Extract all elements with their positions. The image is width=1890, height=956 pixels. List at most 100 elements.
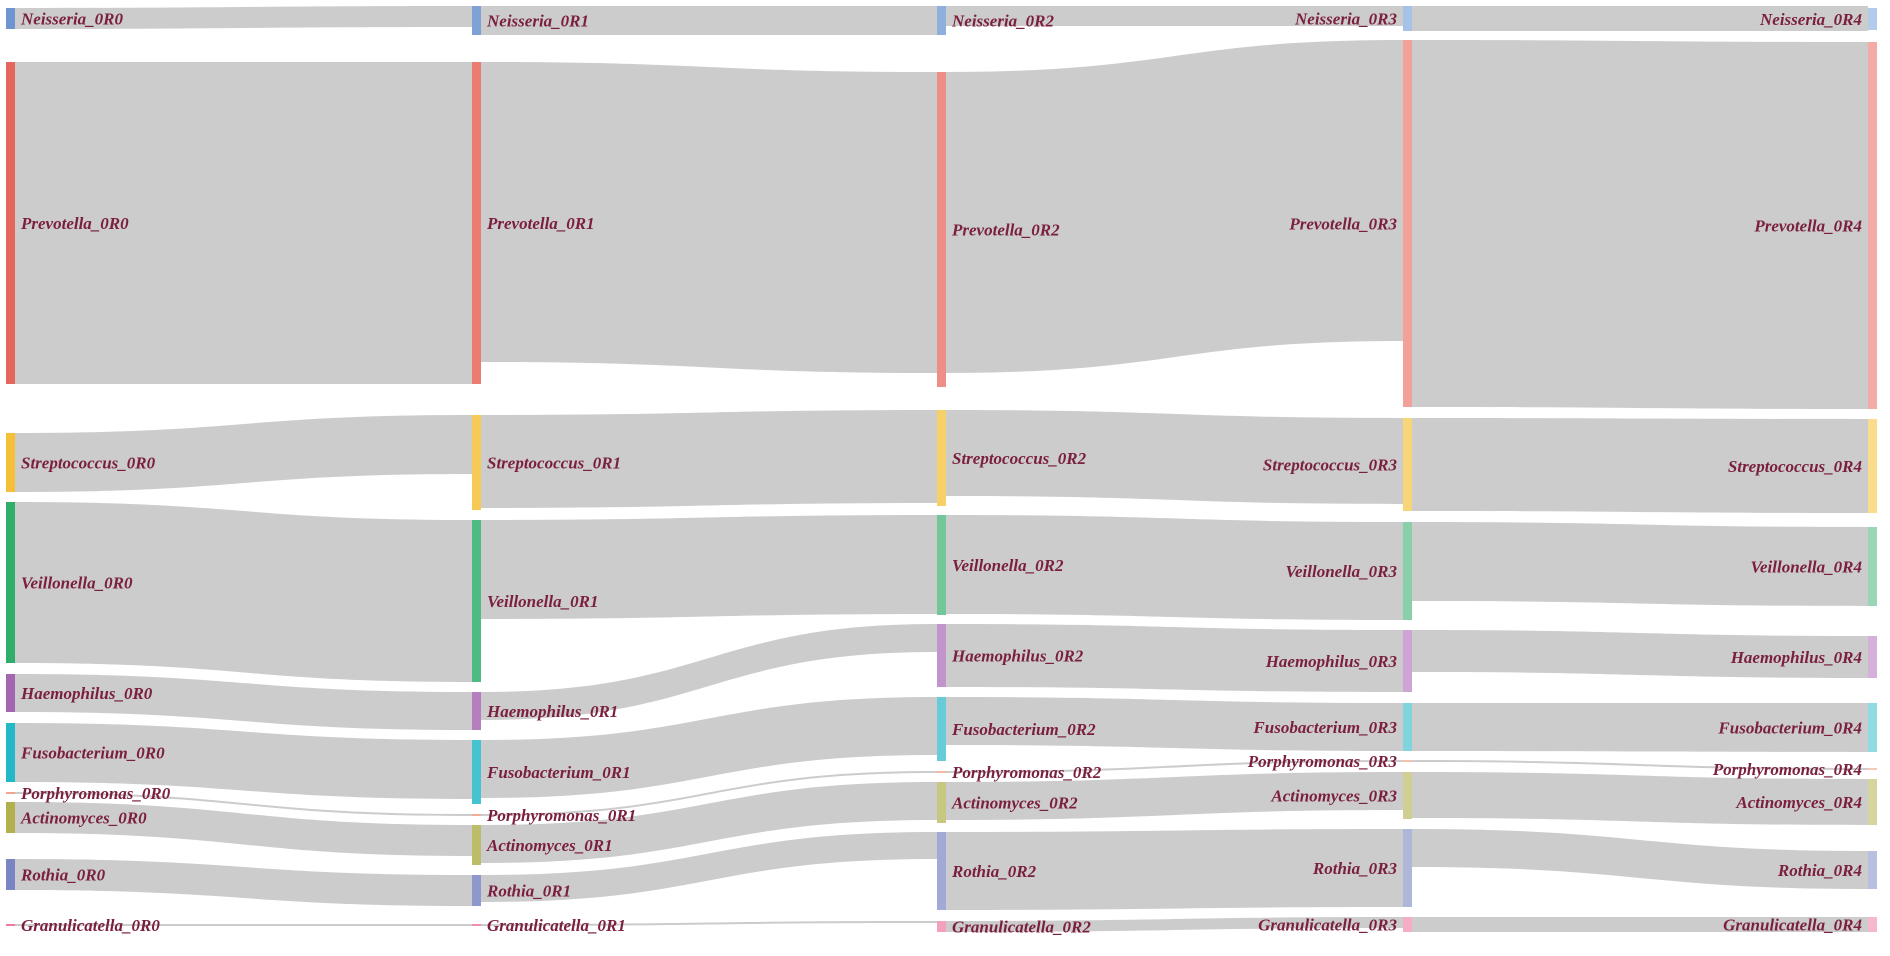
link-neisseria-0r0-to-neisseria-0r1[interactable] — [15, 6, 472, 29]
node-granulicatella-0r2[interactable] — [937, 921, 946, 932]
link-granulicatella-0r2-to-granulicatella-0r3[interactable] — [946, 917, 1403, 932]
node-porphyromonas-0r3[interactable] — [1403, 760, 1412, 762]
node-label-granulicatella-0r4: Granulicatella_0R4 — [1723, 916, 1862, 935]
node-rothia-0r0[interactable] — [6, 859, 15, 890]
link-veillonella-0r0-to-veillonella-0r1[interactable] — [15, 502, 472, 682]
node-veillonella-0r0[interactable] — [6, 502, 15, 663]
node-prevotella-0r1[interactable] — [472, 62, 481, 384]
link-rothia-0r0-to-rothia-0r1[interactable] — [15, 859, 472, 906]
link-haemophilus-0r1-to-haemophilus-0r2[interactable] — [481, 624, 937, 720]
link-haemophilus-0r3-to-haemophilus-0r4[interactable] — [1412, 630, 1868, 678]
link-fusobacterium-0r2-to-fusobacterium-0r3[interactable] — [946, 697, 1403, 751]
link-porphyromonas-0r2-to-porphyromonas-0r3[interactable] — [946, 760, 1403, 773]
node-label-prevotella-0r1: Prevotella_0R1 — [486, 214, 595, 233]
node-porphyromonas-0r2[interactable] — [937, 771, 946, 773]
node-label-prevotella-0r4: Prevotella_0R4 — [1753, 217, 1862, 236]
node-granulicatella-0r4[interactable] — [1868, 917, 1877, 932]
node-actinomyces-0r1[interactable] — [472, 825, 481, 865]
node-haemophilus-0r2[interactable] — [937, 624, 946, 687]
node-granulicatella-0r1[interactable] — [472, 924, 481, 926]
node-haemophilus-0r1[interactable] — [472, 692, 481, 730]
link-porphyromonas-0r3-to-porphyromonas-0r4[interactable] — [1412, 760, 1868, 770]
node-porphyromonas-0r4[interactable] — [1868, 768, 1877, 770]
link-haemophilus-0r2-to-haemophilus-0r3[interactable] — [946, 624, 1403, 692]
node-streptococcus-0r4[interactable] — [1868, 419, 1877, 513]
node-neisseria-0r4[interactable] — [1868, 8, 1877, 30]
link-fusobacterium-0r0-to-fusobacterium-0r1[interactable] — [15, 723, 472, 799]
node-haemophilus-0r0[interactable] — [6, 674, 15, 712]
link-granulicatella-0r1-to-granulicatella-0r2[interactable] — [481, 921, 937, 926]
node-prevotella-0r4[interactable] — [1868, 42, 1877, 409]
node-label-porphyromonas-0r1: Porphyromonas_0R1 — [486, 806, 636, 825]
link-rothia-0r3-to-rothia-0r4[interactable] — [1412, 829, 1868, 889]
link-haemophilus-0r0-to-haemophilus-0r1[interactable] — [15, 674, 472, 730]
node-streptococcus-0r1[interactable] — [472, 415, 481, 510]
node-neisseria-0r3[interactable] — [1403, 6, 1412, 31]
node-veillonella-0r1[interactable] — [472, 520, 481, 682]
node-porphyromonas-0r0[interactable] — [6, 792, 15, 794]
link-porphyromonas-0r1-to-porphyromonas-0r2[interactable] — [481, 771, 937, 816]
link-streptococcus-0r0-to-streptococcus-0r1[interactable] — [15, 415, 472, 492]
node-granulicatella-0r3[interactable] — [1403, 917, 1412, 932]
link-veillonella-0r1-to-veillonella-0r2[interactable] — [481, 515, 937, 619]
node-streptococcus-0r0[interactable] — [6, 433, 15, 492]
node-veillonella-0r3[interactable] — [1403, 522, 1412, 620]
link-granulicatella-0r3-to-granulicatella-0r4[interactable] — [1412, 917, 1868, 932]
node-haemophilus-0r3[interactable] — [1403, 630, 1412, 692]
node-fusobacterium-0r3[interactable] — [1403, 703, 1412, 751]
link-neisseria-0r1-to-neisseria-0r2[interactable] — [481, 6, 937, 35]
node-fusobacterium-0r0[interactable] — [6, 723, 15, 782]
node-label-actinomyces-0r3: Actinomyces_0R3 — [1270, 787, 1397, 806]
link-prevotella-0r3-to-prevotella-0r4[interactable] — [1412, 40, 1868, 409]
node-prevotella-0r3[interactable] — [1403, 40, 1412, 407]
node-actinomyces-0r0[interactable] — [6, 802, 15, 833]
node-veillonella-0r2[interactable] — [937, 515, 946, 615]
link-fusobacterium-0r3-to-fusobacterium-0r4[interactable] — [1412, 703, 1868, 752]
node-fusobacterium-0r1[interactable] — [472, 740, 481, 804]
node-label-granulicatella-0r2: Granulicatella_0R2 — [952, 918, 1091, 937]
link-streptococcus-0r2-to-streptococcus-0r3[interactable] — [946, 410, 1403, 504]
node-streptococcus-0r2[interactable] — [937, 410, 946, 506]
link-granulicatella-0r0-to-granulicatella-0r1[interactable] — [15, 924, 472, 926]
node-prevotella-0r0[interactable] — [6, 62, 15, 384]
link-porphyromonas-0r0-to-porphyromonas-0r1[interactable] — [15, 792, 472, 816]
node-actinomyces-0r4[interactable] — [1868, 779, 1877, 825]
node-actinomyces-0r3[interactable] — [1403, 772, 1412, 819]
link-actinomyces-0r0-to-actinomyces-0r1[interactable] — [15, 802, 472, 856]
node-label-veillonella-0r0: Veillonella_0R0 — [21, 574, 133, 593]
node-rothia-0r1[interactable] — [472, 875, 481, 906]
node-fusobacterium-0r4[interactable] — [1868, 703, 1877, 752]
node-streptococcus-0r3[interactable] — [1403, 418, 1412, 511]
node-rothia-0r3[interactable] — [1403, 829, 1412, 907]
node-prevotella-0r2[interactable] — [937, 72, 946, 387]
link-veillonella-0r2-to-veillonella-0r3[interactable] — [946, 515, 1403, 620]
link-prevotella-0r2-to-prevotella-0r3[interactable] — [946, 40, 1403, 373]
link-neisseria-0r3-to-neisseria-0r4[interactable] — [1412, 6, 1868, 31]
link-fusobacterium-0r1-to-fusobacterium-0r2[interactable] — [481, 697, 937, 798]
link-prevotella-0r0-to-prevotella-0r1[interactable] — [15, 62, 472, 384]
node-porphyromonas-0r1[interactable] — [472, 814, 481, 816]
node-actinomyces-0r2[interactable] — [937, 782, 946, 823]
link-rothia-0r2-to-rothia-0r3[interactable] — [946, 829, 1403, 910]
node-granulicatella-0r0[interactable] — [6, 924, 15, 926]
link-actinomyces-0r3-to-actinomyces-0r4[interactable] — [1412, 772, 1868, 825]
node-haemophilus-0r4[interactable] — [1868, 636, 1877, 678]
node-rothia-0r4[interactable] — [1868, 851, 1877, 889]
node-label-fusobacterium-0r1: Fusobacterium_0R1 — [486, 763, 631, 782]
link-actinomyces-0r1-to-actinomyces-0r2[interactable] — [481, 782, 937, 863]
link-streptococcus-0r3-to-streptococcus-0r4[interactable] — [1412, 418, 1868, 513]
link-prevotella-0r1-to-prevotella-0r2[interactable] — [481, 62, 937, 373]
node-neisseria-0r0[interactable] — [6, 8, 15, 29]
link-neisseria-0r2-to-neisseria-0r3[interactable] — [946, 6, 1403, 26]
link-rothia-0r1-to-rothia-0r2[interactable] — [481, 832, 937, 902]
node-neisseria-0r1[interactable] — [472, 6, 481, 35]
link-veillonella-0r3-to-veillonella-0r4[interactable] — [1412, 522, 1868, 606]
node-fusobacterium-0r2[interactable] — [937, 697, 946, 761]
node-label-streptococcus-0r1: Streptococcus_0R1 — [487, 454, 621, 473]
node-neisseria-0r2[interactable] — [937, 6, 946, 35]
node-rothia-0r2[interactable] — [937, 832, 946, 910]
node-veillonella-0r4[interactable] — [1868, 527, 1877, 606]
link-streptococcus-0r1-to-streptococcus-0r2[interactable] — [481, 410, 937, 508]
link-actinomyces-0r2-to-actinomyces-0r3[interactable] — [946, 772, 1403, 820]
